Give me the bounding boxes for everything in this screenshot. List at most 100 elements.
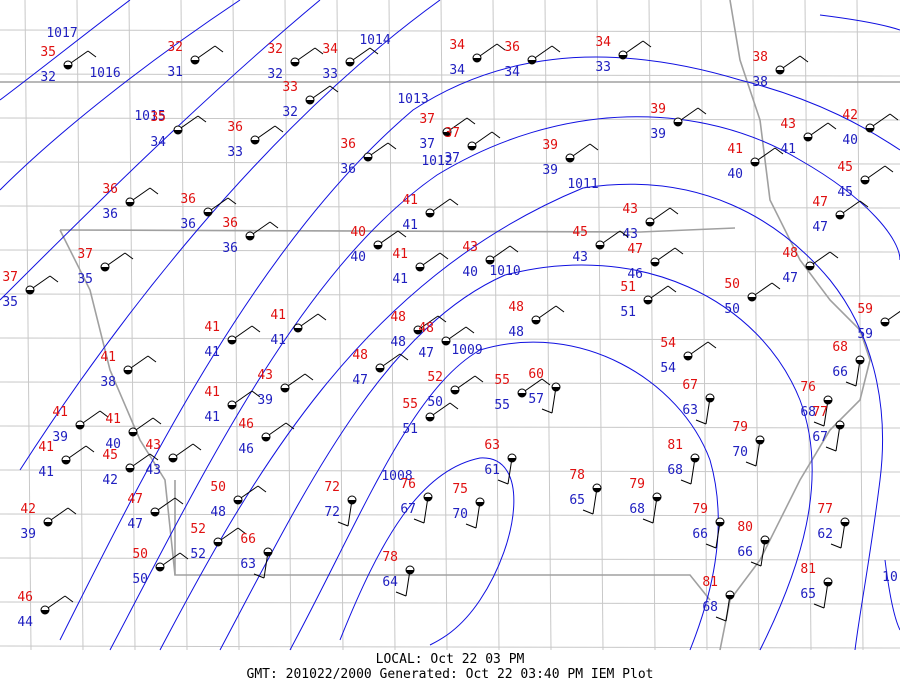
dewpoint: 51: [620, 305, 636, 320]
county-line: [0, 469, 900, 473]
county-line: [648, 0, 656, 651]
wind-barb: [64, 595, 74, 603]
station-plot: 40 40: [350, 225, 407, 265]
wind-barb: [745, 461, 757, 467]
temperature: 41: [270, 308, 286, 323]
station-plot: 48 48: [390, 310, 447, 350]
wind-barb: [251, 325, 261, 333]
station-plot: 45 43: [572, 225, 629, 265]
sky-cover: [306, 100, 314, 104]
dewpoint: 67: [400, 502, 416, 517]
county-line: [0, 381, 900, 385]
station-plot: 43 43: [622, 202, 679, 242]
isobar: [0, 0, 131, 101]
sky-cover: [374, 245, 382, 249]
temperature: 78: [382, 550, 398, 565]
isobar: [884, 559, 900, 631]
sky-cover: [841, 522, 849, 526]
county-line: [24, 0, 32, 651]
sky-cover: [281, 388, 289, 392]
county-line: [0, 161, 900, 165]
temperature: 41: [204, 320, 220, 335]
sky-cover: [518, 393, 526, 397]
dewpoint: 64: [382, 575, 398, 590]
county-line: [284, 0, 292, 651]
county-line: [0, 249, 900, 253]
sky-cover: [824, 582, 832, 586]
sky-cover: [674, 122, 682, 126]
dewpoint: 47: [418, 346, 434, 361]
wind-barb: [257, 485, 267, 493]
temperature: 41: [105, 412, 121, 427]
temperature: 79: [692, 502, 708, 517]
sky-cover: [416, 267, 424, 271]
dewpoint: 48: [508, 325, 524, 340]
isobar: [59, 56, 900, 641]
isobars: [0, 0, 900, 651]
station-plot: 80 66: [737, 520, 770, 567]
county-line: [700, 0, 708, 651]
temperature: 46: [17, 590, 33, 605]
temperature: 36: [340, 137, 356, 152]
wind-barb: [825, 446, 837, 452]
temperature: 48: [508, 300, 524, 315]
dewpoint: 40: [350, 250, 366, 265]
sky-cover: [552, 387, 560, 391]
sky-cover: [861, 180, 869, 184]
county-line: [180, 0, 188, 651]
temperature: 66: [240, 532, 256, 547]
wind-barb: [214, 45, 224, 53]
sky-cover: [806, 266, 814, 270]
station-plot: 52 50: [427, 370, 484, 410]
station-plot: 59 59: [857, 302, 900, 342]
dewpoint: 72: [324, 505, 340, 520]
station-plot: 81 65: [800, 562, 833, 609]
wind-barb: [397, 230, 407, 238]
stations: 3532323132323433343436343433383833323534…: [2, 35, 900, 630]
station-plot: 47 47: [812, 195, 869, 235]
temperature: 37: [2, 270, 18, 285]
sky-cover: [364, 157, 372, 161]
temperature: 37: [444, 126, 460, 141]
station-plot: 32 32: [267, 42, 324, 82]
sky-cover: [824, 400, 832, 404]
dewpoint: 67: [812, 430, 828, 445]
station-plot: 50 48: [210, 480, 267, 520]
temperature: 50: [132, 547, 148, 562]
dewpoint: 33: [227, 145, 243, 160]
dewpoint: 41: [402, 218, 418, 233]
sky-cover: [62, 460, 70, 464]
temperature: 80: [737, 520, 753, 535]
temperature: 81: [702, 575, 718, 590]
wind-barb: [253, 573, 265, 579]
sky-cover: [653, 497, 661, 501]
wind-barb: [771, 282, 781, 290]
wind-barb: [237, 527, 247, 535]
sky-cover: [204, 212, 212, 216]
station-plot: 78 65: [569, 468, 602, 515]
station-plot: 50 50: [724, 277, 781, 317]
sky-cover: [294, 328, 302, 332]
wind-barb: [707, 341, 717, 349]
isobar-label: 1015: [134, 109, 165, 124]
wind-barb: [329, 85, 339, 93]
dewpoint: 32: [40, 70, 56, 85]
station-plot: 41 41: [402, 193, 459, 233]
sky-cover: [644, 300, 652, 304]
station-plot: 60 57: [528, 367, 561, 414]
wind-barb: [304, 373, 314, 381]
isobar: [0, 0, 321, 301]
county-line: [440, 0, 448, 651]
dewpoint: 66: [832, 365, 848, 380]
sky-cover: [348, 500, 356, 504]
sky-cover: [129, 432, 137, 436]
wind-barb: [491, 131, 501, 139]
dewpoint: 68: [629, 502, 645, 517]
dewpoint: 61: [484, 463, 500, 478]
dewpoint: 42: [102, 473, 118, 488]
temperature: 50: [724, 277, 740, 292]
wind-barb: [750, 561, 762, 567]
temperature: 36: [227, 120, 243, 135]
temperature: 51: [620, 280, 636, 295]
wind-barb: [642, 518, 654, 524]
